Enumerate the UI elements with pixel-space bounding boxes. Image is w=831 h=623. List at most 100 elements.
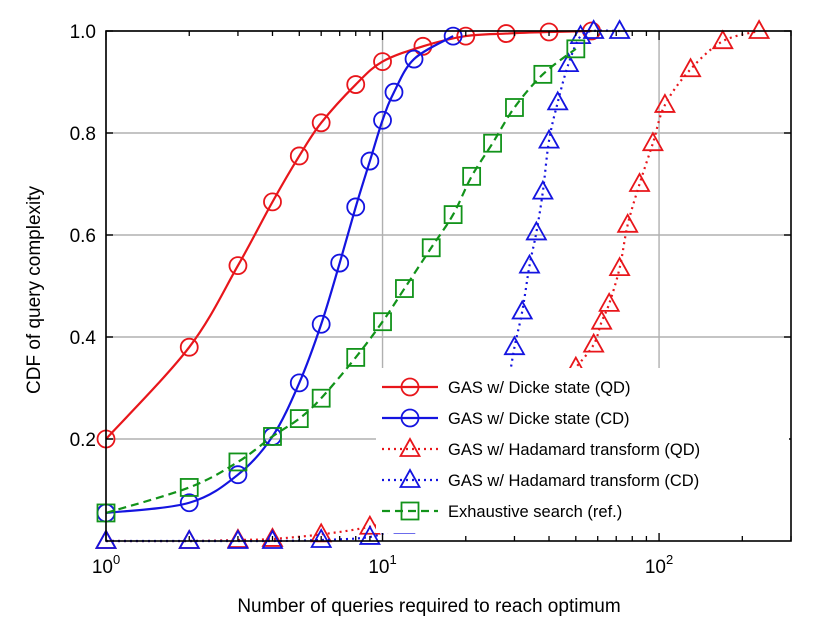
y-tick-label: 0.8: [70, 124, 96, 145]
legend-label: GAS w/ Hadamard transform (CD): [448, 472, 699, 490]
data-point: [608, 19, 631, 39]
data-point: [346, 347, 366, 367]
legend-marker: [398, 468, 422, 488]
data-point: [582, 332, 605, 353]
legend-label: Exhaustive search (ref.): [448, 503, 622, 521]
series-line: [105, 47, 577, 515]
data-point: [503, 335, 526, 356]
x-tick-label: 100: [92, 552, 120, 578]
y-tick-label: 0.6: [70, 226, 96, 247]
data-point: [511, 299, 534, 320]
data-point: [94, 529, 118, 549]
data-point: [263, 427, 282, 446]
data-point: [525, 220, 548, 241]
data-point: [310, 528, 333, 548]
series-line: [105, 29, 620, 543]
x-tick-label: 101: [368, 552, 396, 578]
data-point: [384, 82, 404, 102]
data-point: [653, 93, 676, 113]
data-point: [443, 26, 463, 46]
data-point: [360, 151, 380, 171]
legend-entry: GAS w/ Hadamard transform (CD): [382, 468, 699, 490]
data-point: [289, 146, 309, 166]
data-point: [590, 309, 613, 330]
data-point: [628, 172, 651, 192]
data-point: [598, 292, 621, 312]
data-point: [226, 529, 249, 549]
legend-marker: [398, 437, 422, 457]
data-point: [373, 52, 392, 71]
legend-entry: GAS w/ Dicke state (CD): [382, 408, 630, 428]
data-point: [679, 57, 702, 78]
y-tick-label: 0.2: [70, 430, 96, 451]
data-point: [346, 75, 366, 94]
legend-box: [376, 368, 789, 533]
plot-frame: [105, 30, 792, 542]
data-point: [263, 192, 282, 212]
data-point: [539, 22, 559, 42]
data-point: [289, 373, 309, 393]
data-point: [228, 465, 248, 485]
data-point: [311, 314, 331, 334]
data-point: [546, 90, 569, 111]
data-point: [421, 238, 441, 258]
data-point: [443, 205, 463, 225]
legend-marker: [400, 377, 420, 397]
data-point: [456, 26, 476, 46]
data-point: [178, 529, 201, 549]
data-point: [616, 212, 639, 233]
data-point: [346, 197, 366, 217]
data-point: [557, 52, 580, 73]
data-point: [608, 256, 631, 277]
data-point: [641, 131, 664, 152]
data-point: [179, 478, 199, 497]
data-point: [179, 337, 199, 357]
data-point: [358, 525, 381, 545]
series-2: [96, 26, 463, 523]
data-point: [330, 253, 350, 273]
data-point: [179, 493, 199, 513]
data-point: [228, 452, 248, 472]
data-point: [711, 29, 734, 50]
legend-entry: GAS w/ Dicke state (QD): [382, 377, 630, 397]
series-line: [105, 35, 454, 515]
grid-lines: [105, 30, 791, 541]
data-point: [483, 133, 502, 153]
y-tick-label: 0.4: [70, 328, 97, 349]
data-point: [373, 312, 392, 332]
data-point: [404, 49, 424, 69]
legend: GAS w/ Dicke state (QD) GAS w/ Dicke stat…: [376, 368, 789, 533]
data-point: [358, 514, 381, 535]
data-point: [373, 110, 392, 130]
data-point: [566, 39, 586, 59]
data-point: [261, 529, 284, 549]
data-point: [261, 527, 284, 547]
series-line: [105, 29, 592, 440]
legend-marker: [400, 501, 420, 521]
data-point: [518, 253, 541, 274]
series-5: [96, 39, 586, 523]
data-point: [311, 388, 331, 408]
x-tick-label: 102: [645, 552, 673, 578]
data-point: [395, 279, 414, 298]
legend-label: GAS w/ Dicke state (QD): [448, 379, 630, 397]
axis-ticks: 0.2 0.4 0.6 0.8 1.0 100 101 102: [70, 22, 792, 578]
legend-entry: Exhaustive search (ref.): [382, 501, 622, 521]
data-point: [531, 179, 554, 200]
y-tick-label: 1.0: [70, 22, 96, 43]
data-point: [505, 98, 524, 117]
data-point: [537, 128, 561, 149]
y-axis-label: CDF of query complexity: [24, 186, 45, 395]
data-point: [462, 166, 482, 186]
data-point: [289, 409, 309, 429]
legend-marker: [400, 408, 420, 428]
legend-label: GAS w/ Hadamard transform (QD): [448, 441, 700, 459]
x-axis-label: Number of queries required to reach opti…: [237, 596, 620, 617]
data-point: [311, 113, 331, 133]
data-point: [748, 19, 771, 39]
data-point: [228, 256, 248, 276]
data-point: [533, 64, 553, 84]
data-point: [582, 19, 605, 39]
legend-label: GAS w/ Dicke state (CD): [448, 410, 630, 428]
